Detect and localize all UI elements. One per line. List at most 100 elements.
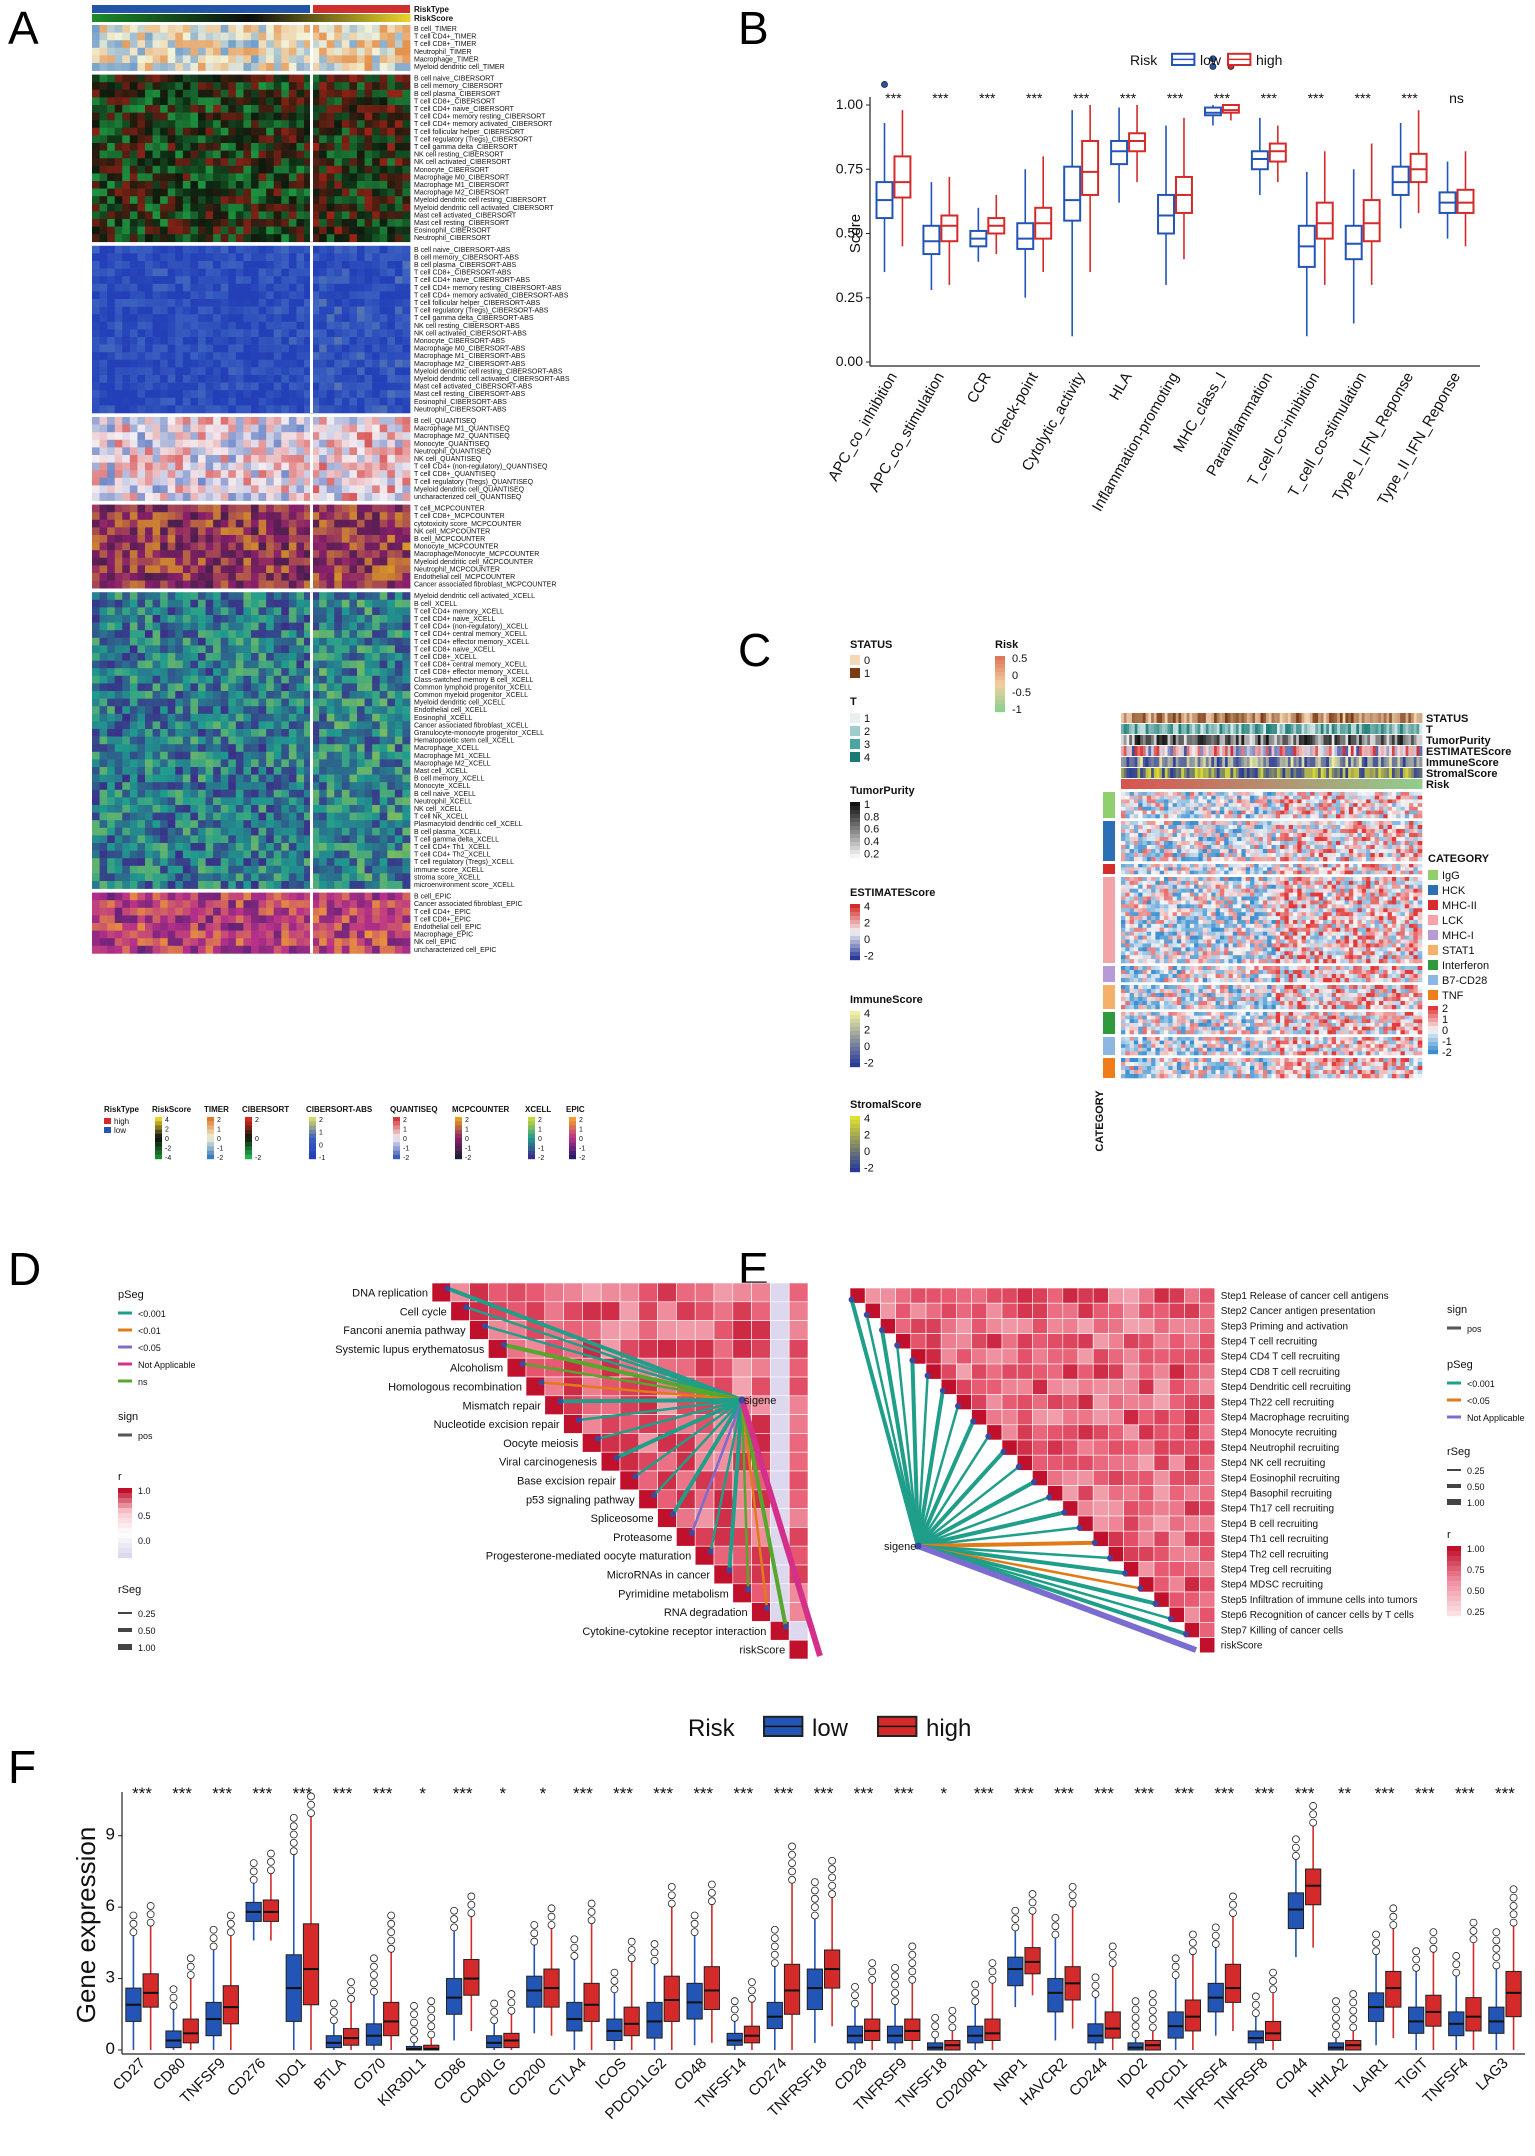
heatmap-cell	[160, 645, 169, 654]
heatmap-cell	[228, 432, 237, 441]
heatmap-cell	[364, 706, 373, 715]
heatmap-cell	[402, 835, 411, 844]
heatmap-cell	[235, 276, 244, 285]
heatmap-cell	[288, 89, 297, 98]
heatmap-cell	[160, 359, 169, 368]
heatmap-cell	[334, 881, 343, 889]
heatmap-cell	[190, 493, 199, 501]
heatmap-cell	[251, 706, 259, 715]
heatmap-cell	[182, 892, 191, 901]
heatmap-cell	[273, 580, 282, 589]
heatmap-cell	[402, 691, 411, 699]
heatmap-cell	[402, 892, 411, 901]
heatmap-cell	[311, 767, 320, 775]
riskscore-cell	[254, 14, 260, 22]
heatmap-cell	[334, 367, 343, 376]
heatmap-cell	[251, 542, 259, 551]
heatmap-cell	[235, 112, 244, 121]
heatmap-cell	[334, 527, 343, 536]
heatmap-cell	[372, 774, 381, 783]
heatmap-cell	[379, 181, 388, 189]
heatmap-cell	[372, 843, 381, 851]
heatmap-cell	[281, 675, 290, 684]
heatmap-cell	[190, 736, 199, 745]
heatmap-cell	[364, 660, 373, 669]
heatmap-cell	[311, 470, 320, 479]
heatmap-cell	[296, 105, 305, 113]
heatmap-cell	[114, 291, 123, 300]
heatmap-cell	[281, 573, 290, 581]
heatmap-cell	[137, 504, 146, 513]
heatmap-cell	[281, 759, 290, 768]
heatmap-cell	[129, 858, 138, 867]
heatmap-cell	[296, 850, 305, 859]
heatmap-cell	[198, 782, 206, 791]
heatmap-cell	[122, 40, 131, 49]
heatmap-cell	[99, 245, 108, 254]
heatmap-cell	[326, 337, 335, 345]
heatmap-cell	[394, 736, 403, 745]
riskscore-cell	[95, 14, 101, 22]
heatmap-cell	[273, 359, 282, 368]
heatmap-cell	[281, 477, 290, 486]
heatmap-cell	[114, 900, 123, 909]
riskscore-cell	[278, 14, 284, 22]
heatmap-cell	[167, 873, 176, 882]
heatmap-cell	[357, 299, 365, 307]
heatmap-cell	[387, 653, 396, 661]
heatmap-cell	[182, 744, 191, 753]
heatmap-cell	[198, 135, 206, 144]
heatmap-cell	[114, 557, 123, 566]
heatmap-cell	[92, 892, 100, 901]
heatmap-cell	[152, 74, 161, 83]
heatmap-cell	[349, 675, 358, 684]
heatmap-cell	[311, 447, 320, 456]
heatmap-cell	[137, 565, 146, 574]
heatmap-cell	[145, 105, 153, 113]
heatmap-cell	[145, 850, 153, 859]
heatmap-cell	[319, 797, 328, 806]
heatmap-cell	[145, 557, 153, 566]
heatmap-cell	[167, 660, 176, 669]
heatmap-cell	[364, 470, 373, 479]
heatmap-cell	[167, 462, 176, 471]
heatmap-cell	[372, 645, 381, 654]
heatmap-cell	[129, 865, 138, 874]
heatmap-cell	[198, 599, 206, 608]
heatmap-cell	[288, 337, 297, 345]
heatmap-cell	[296, 150, 305, 159]
heatmap-cell	[288, 519, 297, 528]
heatmap-cell	[122, 622, 131, 631]
heatmap-cell	[387, 827, 396, 836]
heatmap-cell	[326, 390, 335, 399]
heatmap-cell	[402, 873, 411, 882]
heatmap-cell	[379, 226, 388, 235]
riskscore-cell	[155, 14, 161, 22]
heatmap-cell	[387, 721, 396, 730]
heatmap-cell	[175, 858, 184, 867]
heatmap-cell	[372, 637, 381, 646]
heatmap-cell	[334, 405, 343, 414]
heatmap-cell	[258, 729, 267, 737]
heatmap-cell	[152, 105, 161, 113]
heatmap-cell	[357, 592, 365, 601]
heatmap-cell	[372, 219, 381, 227]
heatmap-cell	[288, 158, 297, 167]
heatmap-cell	[288, 683, 297, 692]
heatmap-cell	[334, 40, 343, 49]
heatmap-cell	[152, 306, 161, 315]
heatmap-cell	[357, 827, 365, 836]
heatmap-cell	[326, 291, 335, 300]
heatmap-cell	[92, 812, 100, 821]
heatmap-cell	[273, 424, 282, 433]
heatmap-cell	[402, 493, 411, 501]
heatmap-block-epic	[92, 892, 411, 954]
heatmap-cell	[175, 892, 184, 901]
heatmap-cell	[205, 751, 214, 760]
heatmap-cell	[145, 150, 153, 159]
heatmap-cell	[129, 820, 138, 829]
heatmap-cell	[394, 25, 403, 33]
heatmap-cell	[235, 744, 244, 753]
heatmap-cell	[167, 637, 176, 646]
heatmap-cell	[349, 637, 358, 646]
